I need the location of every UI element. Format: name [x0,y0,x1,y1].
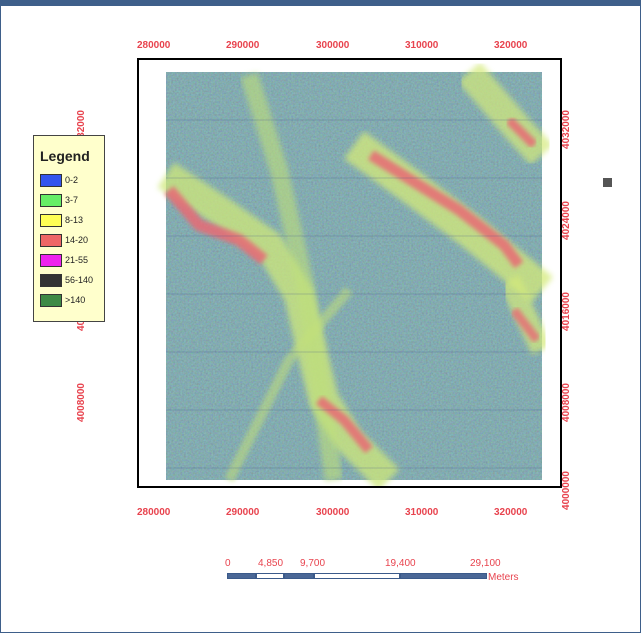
legend-item: 21-55 [40,254,102,268]
legend-label: 3-7 [65,195,79,205]
x-tick-bottom-5: 320000 [494,507,528,518]
x-tick-top-4: 310000 [405,40,439,51]
legend-item: 8-13 [40,214,102,228]
high-zone-right-lower [510,307,541,343]
scale-label-9700: 9,700 [300,558,326,569]
scale-segment-1 [227,573,256,579]
scale-label-29100: 29,100 [470,558,501,569]
ridge-center [240,72,343,482]
y-tick-right-2: 4024000 [560,201,572,240]
scan-lines [166,119,542,469]
raster-map [157,62,554,486]
y-tick-left-4: 4008000 [75,383,87,422]
legend-label: 0-2 [65,175,79,185]
x-tick-top-3: 300000 [316,40,350,51]
legend-item: 3-7 [40,194,102,208]
scale-unit-label: Meters [488,572,519,583]
legend-label: 8-13 [65,215,84,225]
x-tick-top-1: 280000 [137,40,171,51]
legend-swatch [40,194,62,207]
legend-label: 56-140 [65,275,94,285]
scale-segment-3 [284,573,314,579]
y-tick-right-3: 4016000 [560,292,572,331]
y-tick-right-5: 4000000 [560,471,572,510]
legend-label: >140 [65,295,86,305]
legend-swatch [40,174,62,187]
high-zone-top-right [505,116,538,149]
legend: Legend 0-2 3-7 8-13 14-20 21-55 56-140 >140 [33,135,105,322]
x-tick-bottom-1: 280000 [137,507,171,518]
legend-item: 56-140 [40,274,102,288]
legend-swatch [40,214,62,227]
scale-label-4850: 4,850 [258,558,284,569]
legend-label: 14-20 [65,235,89,245]
legend-swatch [40,274,62,287]
x-tick-top-5: 320000 [494,40,528,51]
frame-top-border [0,0,641,6]
y-tick-right-1: 4032000 [560,110,572,149]
legend-item: 14-20 [40,234,102,248]
x-tick-bottom-2: 290000 [226,507,260,518]
x-tick-top-2: 290000 [226,40,260,51]
high-zone-right [368,150,524,269]
scale-label-19400: 19,400 [385,558,416,569]
raster-speckle [166,72,542,480]
y-tick-right-4: 4008000 [560,383,572,422]
legend-label: 21-55 [65,255,89,265]
legend-item: 0-2 [40,174,102,188]
legend-item: >140 [40,294,102,308]
scale-segment-2 [256,573,284,579]
map-frame [137,58,562,488]
high-zone-left [164,186,268,265]
high-zone-bottom [315,396,373,454]
ridge-bottom-left [224,286,353,483]
legend-swatch [40,234,62,247]
x-tick-bottom-3: 300000 [316,507,350,518]
marker-square [603,178,612,187]
scale-segment-4 [314,573,400,579]
x-tick-bottom-4: 310000 [405,507,439,518]
legend-swatch [40,254,62,267]
scale-segment-5 [400,573,487,579]
legend-title: Legend [40,148,90,164]
scale-label-0: 0 [225,558,231,569]
legend-swatch [40,294,62,307]
